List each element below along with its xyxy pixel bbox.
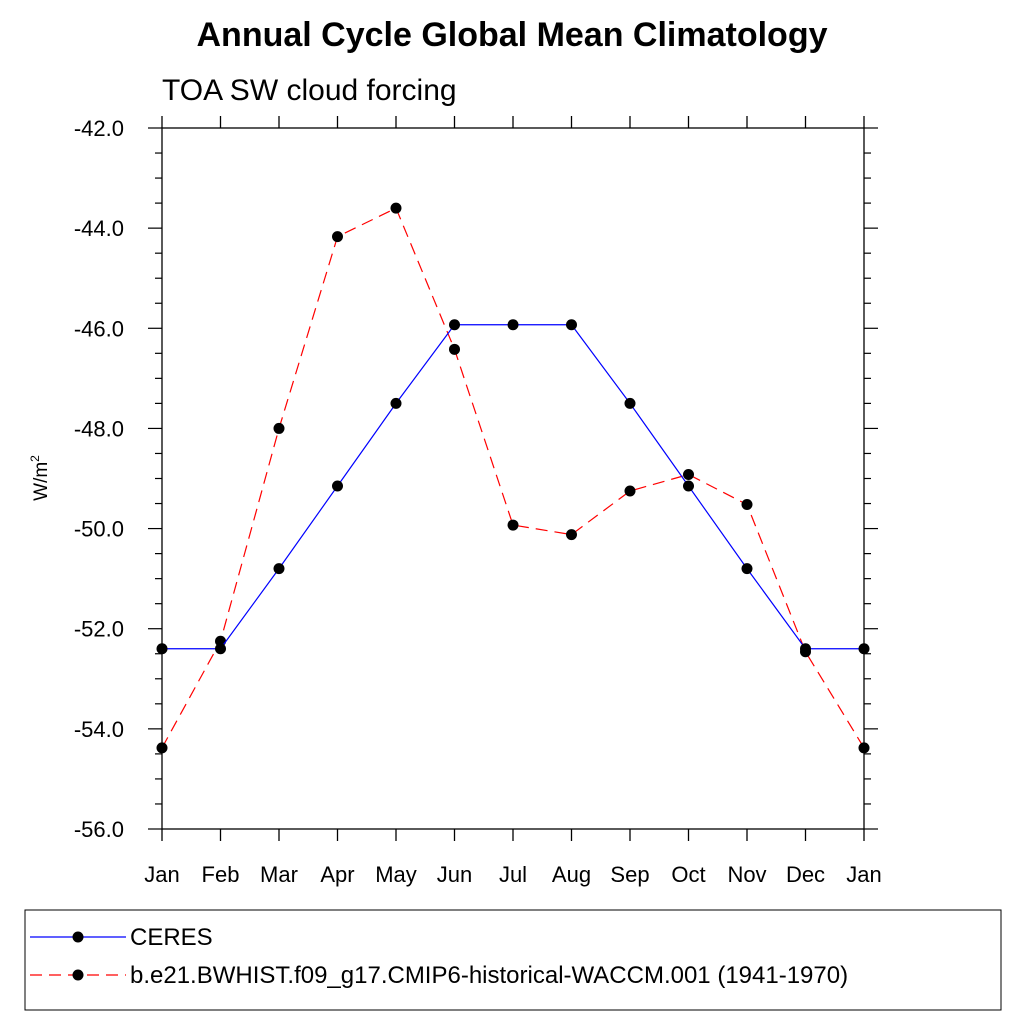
x-tick-label: Aug [552,862,591,887]
series-0-point [858,643,870,655]
y-tick-label: -52.0 [74,617,124,642]
x-tick-label: Mar [260,862,298,887]
y-tick-label: -46.0 [74,316,124,341]
chart-subtitle: TOA SW cloud forcing [162,74,457,107]
y-tick-label: -54.0 [74,717,124,742]
axis-ticks: Jan Feb Mar Apr May Jun Jul Aug Sep Oct Nov Dec Jan-… [74,116,882,887]
legend-label-0: CERES [130,924,213,951]
plot-frame [161,127,865,830]
series-1-point [449,343,460,355]
y-tick-label: -48.0 [74,416,124,441]
x-tick-label: Jul [499,862,527,887]
y-tick-label: -50.0 [74,517,124,542]
x-tick-label: Feb [202,862,240,887]
legend-label-1: b.e21.BWHIST.f09_g17.CMIP6-historical-WA… [130,962,848,989]
legend-box [24,909,1002,1011]
series-0-point [449,319,460,331]
series-0-point [507,319,519,331]
x-tick-label: Dec [786,862,825,887]
legend-marker-0 [72,931,84,943]
x-tick-label: Jan [144,862,179,887]
legend: CERES b.e21.BWHIST.f09_g17.CMIP6-historic… [30,924,848,989]
series-1-point [332,231,343,243]
series-1-point [683,468,694,480]
series-0-point [332,480,343,492]
y-axis-label-base: W/m [31,462,52,501]
x-tick-label: Sep [610,862,649,887]
y-tick-label: -42.0 [74,116,124,141]
y-tick-label: -44.0 [74,216,124,241]
series-0-point [566,319,577,331]
y-axis-label: W/m2 [28,455,52,501]
series-0-point [273,563,285,575]
series-line-0 [162,324,864,650]
series-1-point [507,519,519,531]
series-1-point [156,742,168,754]
series-0-point [800,643,811,655]
series-0-point [624,397,636,409]
x-tick-label: Jan [846,862,881,887]
series-1-point [566,529,577,541]
series-0-point [390,397,402,409]
series-1-point [741,499,753,511]
x-tick-label: Oct [671,862,705,887]
y-tick-label: -56.0 [74,817,124,842]
series-line-1 [161,207,865,749]
series-layer [156,202,870,754]
x-tick-label: May [375,862,417,887]
x-tick-label: Apr [320,862,354,887]
series-1-point [624,485,636,497]
series-0-point [156,643,168,655]
series-0-point [215,643,226,655]
series-0-point [683,480,694,492]
chart-title: Annual Cycle Global Mean Climatology [197,16,828,54]
y-axis-label-sup: 2 [28,455,42,462]
x-tick-label: Jun [437,862,472,887]
series-1-point [273,422,285,434]
series-1-point [858,742,870,754]
legend-marker-1 [72,969,84,981]
x-tick-label: Nov [727,862,766,887]
series-1-point [390,202,402,214]
series-0-point [741,563,753,575]
